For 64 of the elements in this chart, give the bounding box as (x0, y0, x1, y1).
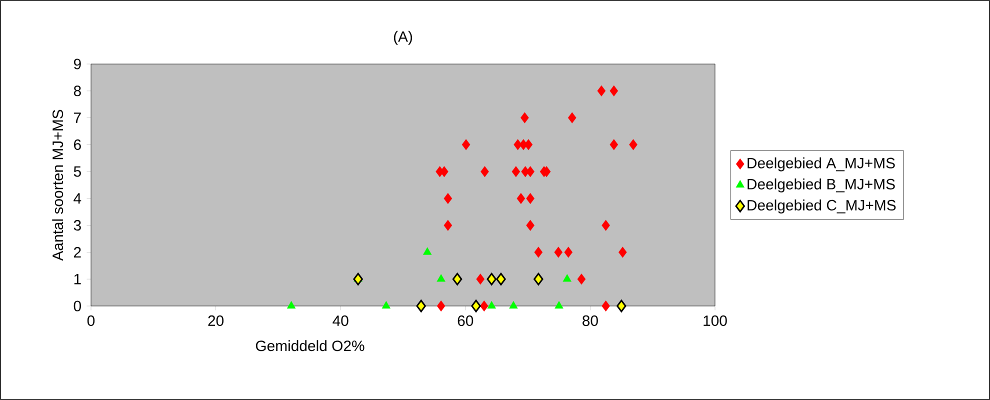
point (597, 85, 606, 96)
point (422, 247, 432, 255)
y-tick-label: 9 (74, 58, 81, 70)
point (610, 85, 618, 96)
point (534, 246, 543, 258)
x-tick-label: 40 (332, 315, 348, 326)
y-tick-label: 8 (74, 86, 81, 96)
point (382, 300, 391, 309)
point (564, 246, 573, 258)
x-tick-label: 80 (582, 315, 598, 326)
point (471, 300, 481, 312)
y-tick-label: 0 (74, 300, 81, 312)
point (487, 300, 496, 309)
point (577, 274, 586, 285)
legend-label: Deelgebied B_MJ+MS (748, 178, 895, 192)
point (526, 166, 534, 178)
point (462, 139, 470, 150)
point (554, 246, 563, 258)
y-tick-label: 6 (74, 139, 81, 150)
point (444, 192, 452, 204)
legend-label: Deelgebied A_MJ+MS (748, 157, 895, 172)
y-tick-label: 4 (74, 193, 82, 204)
point (512, 166, 520, 178)
point (476, 274, 485, 285)
x-tick-label: 20 (208, 315, 224, 326)
point (480, 300, 488, 312)
y-tick-label: 7 (74, 112, 81, 123)
y-axis-title: Aantal soorten MJ+MS (52, 110, 64, 261)
point (526, 220, 534, 231)
point (509, 300, 518, 309)
point (602, 220, 610, 231)
point (610, 139, 618, 150)
point (524, 139, 533, 150)
point (416, 300, 426, 312)
point (496, 272, 506, 286)
point (520, 112, 529, 124)
point (436, 300, 446, 312)
point (618, 246, 627, 258)
point (353, 272, 363, 286)
x-axis-title: Gemiddeld O2% (256, 340, 364, 352)
point (562, 274, 572, 282)
point (444, 220, 452, 231)
point (554, 300, 564, 309)
point (480, 166, 489, 178)
point (629, 139, 638, 150)
point (452, 272, 462, 286)
point (286, 300, 296, 309)
point (526, 192, 534, 204)
y-tick-label: 2 (74, 247, 81, 258)
point (486, 272, 496, 286)
point (616, 300, 626, 312)
x-tick-label: 60 (458, 315, 474, 326)
point (602, 300, 610, 312)
point (534, 272, 544, 286)
point (516, 192, 526, 204)
point (436, 274, 446, 282)
y-tick-label: 5 (74, 166, 81, 177)
y-tick-label: 1 (74, 274, 81, 284)
x-tick-label: 100 (704, 315, 727, 326)
y-tick-label: 3 (74, 220, 81, 231)
point (568, 112, 576, 124)
chart-title: (A) (394, 30, 412, 45)
legend-label: Deelgebied C_MJ+MS (748, 200, 896, 214)
x-tick-label: 0 (87, 315, 95, 326)
